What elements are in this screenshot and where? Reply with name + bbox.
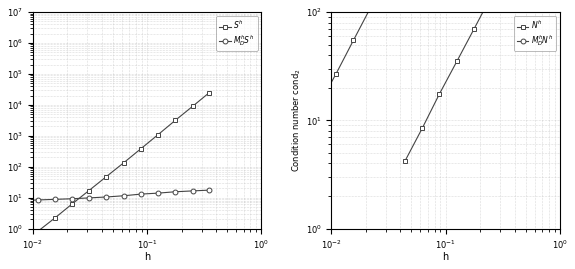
$N^h$ — [401, 160, 408, 163]
$S^h$ — [155, 133, 162, 136]
$M_D^hS^h$ — [155, 192, 162, 195]
Line: $M_D^hS^h$: $M_D^hS^h$ — [1, 188, 212, 204]
$M_D^hS^h$ — [0, 200, 6, 203]
Legend: $S^h$, $M_D^hS^h$: $S^h$, $M_D^hS^h$ — [216, 16, 258, 51]
$M_D^hS^h$ — [86, 196, 93, 200]
$S^h$ — [103, 175, 110, 178]
Line: $M_D^hN^h$: $M_D^hN^h$ — [402, 259, 511, 269]
$M_D^hS^h$ — [172, 190, 179, 193]
$S^h$ — [86, 189, 93, 192]
X-axis label: h: h — [443, 252, 449, 262]
$S^h$ — [172, 119, 179, 122]
$S^h$ — [68, 203, 75, 206]
$N^h$ — [419, 126, 426, 130]
Legend: $N^h$, $M_D^hN^h$: $N^h$, $M_D^hN^h$ — [514, 16, 556, 51]
X-axis label: h: h — [144, 252, 150, 262]
$M_D^hS^h$ — [17, 199, 24, 202]
$M_D^hS^h$ — [206, 189, 213, 192]
$N^h$ — [436, 93, 443, 96]
$S^h$ — [206, 91, 213, 94]
Y-axis label: Condition number $\mathrm{cond}_2$: Condition number $\mathrm{cond}_2$ — [290, 69, 303, 172]
$S^h$ — [189, 105, 196, 108]
$S^h$ — [120, 161, 127, 164]
$M_D^hS^h$ — [34, 198, 41, 201]
$N^h$ — [470, 27, 477, 30]
$M_D^hN^h$ — [504, 260, 511, 263]
$S^h$ — [0, 258, 6, 261]
$M_D^hS^h$ — [189, 189, 196, 193]
$S^h$ — [17, 243, 24, 247]
$S^h$ — [137, 147, 144, 150]
$S^h$ — [51, 216, 58, 220]
$M_D^hS^h$ — [68, 197, 75, 200]
$N^h$ — [453, 60, 460, 63]
Line: $N^h$: $N^h$ — [402, 0, 511, 164]
Line: $S^h$: $S^h$ — [1, 90, 212, 262]
$M_D^hS^h$ — [103, 195, 110, 199]
$M_D^hS^h$ — [120, 194, 127, 197]
$M_D^hS^h$ — [137, 193, 144, 196]
$M_D^hS^h$ — [51, 198, 58, 201]
$S^h$ — [34, 230, 41, 233]
